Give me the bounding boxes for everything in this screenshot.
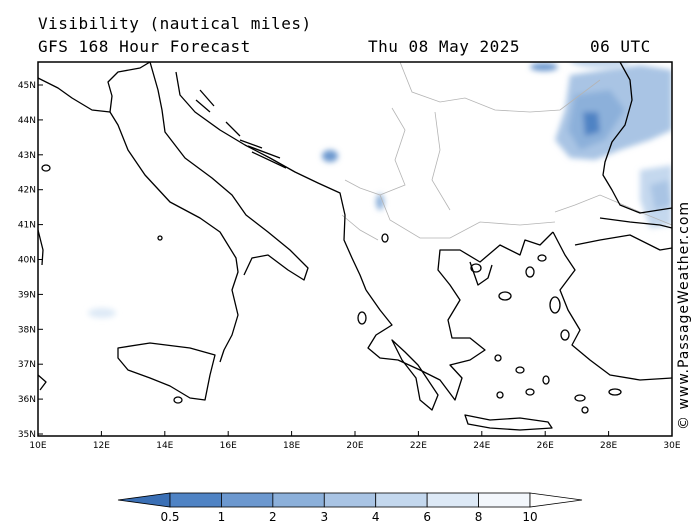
colorbar-arrow-high	[529, 492, 583, 508]
coastlines	[38, 62, 672, 431]
lat-tick-label: 41N	[18, 221, 36, 231]
colorbar-label: 1	[218, 510, 226, 524]
lat-tick-label: 36N	[18, 395, 36, 405]
colorbar-segment	[169, 492, 222, 508]
forecast-time: 06 UTC	[590, 37, 651, 56]
lat-tick-label: 39N	[18, 290, 36, 300]
visibility-shading	[88, 62, 672, 318]
lat-tick-label: 35N	[18, 430, 36, 440]
lat-tick-label: 44N	[18, 116, 36, 126]
lon-tick-label: 26E	[537, 441, 554, 451]
lon-tick-label: 14E	[156, 441, 173, 451]
colorbar-label: 6	[423, 510, 431, 524]
lat-tick-label: 42N	[18, 186, 36, 196]
lat-tick-label: 45N	[18, 81, 36, 91]
colorbar-segment	[323, 492, 377, 508]
lat-tick-label: 38N	[18, 325, 36, 335]
colorbar-segment	[221, 492, 274, 508]
colorbar-label: 4	[372, 510, 380, 524]
colorbar-segment	[375, 492, 428, 508]
colorbar-label: 0.5	[160, 510, 179, 524]
lon-tick-label: 12E	[93, 441, 110, 451]
lon-tick-label: 30E	[663, 441, 680, 451]
map-title: Visibility (nautical miles)	[38, 14, 312, 33]
lon-tick-label: 24E	[473, 441, 490, 451]
longitude-axis: 10E 12E 14E 16E 18E 20E 22E 24E 26E 28E 30E	[29, 431, 681, 451]
lat-tick-label: 37N	[18, 360, 36, 370]
lon-tick-label: 18E	[283, 441, 300, 451]
lon-tick-label: 16E	[220, 441, 237, 451]
forecast-date: Thu 08 May 2025	[368, 37, 520, 56]
lon-tick-label: 28E	[600, 441, 617, 451]
country-borders	[341, 62, 672, 241]
forecast-model: GFS 168 Hour Forecast	[38, 37, 251, 56]
lon-tick-label: 22E	[410, 441, 427, 451]
colorbar-segment	[426, 492, 479, 508]
colorbar-segment	[272, 492, 325, 508]
colorbar-label: 8	[475, 510, 483, 524]
colorbar-label: 3	[320, 510, 328, 524]
lat-tick-label: 43N	[18, 151, 36, 161]
lat-tick-label: 40N	[18, 256, 36, 266]
latitude-axis: 45N 44N 43N 42N 41N 40N 39N 38N 37N 36N 35N	[18, 81, 43, 440]
colorbar-segment	[478, 492, 531, 508]
lon-tick-label: 10E	[29, 441, 46, 451]
lon-tick-label: 20E	[346, 441, 363, 451]
visibility-colorbar: 0.5 1 2 3 4 6 8 10	[117, 492, 583, 524]
colorbar-label: 2	[269, 510, 277, 524]
colorbar-arrow-low	[117, 492, 171, 508]
site-credit: © www.PassageWeather.com	[676, 200, 692, 430]
colorbar-label: 10	[522, 510, 537, 524]
